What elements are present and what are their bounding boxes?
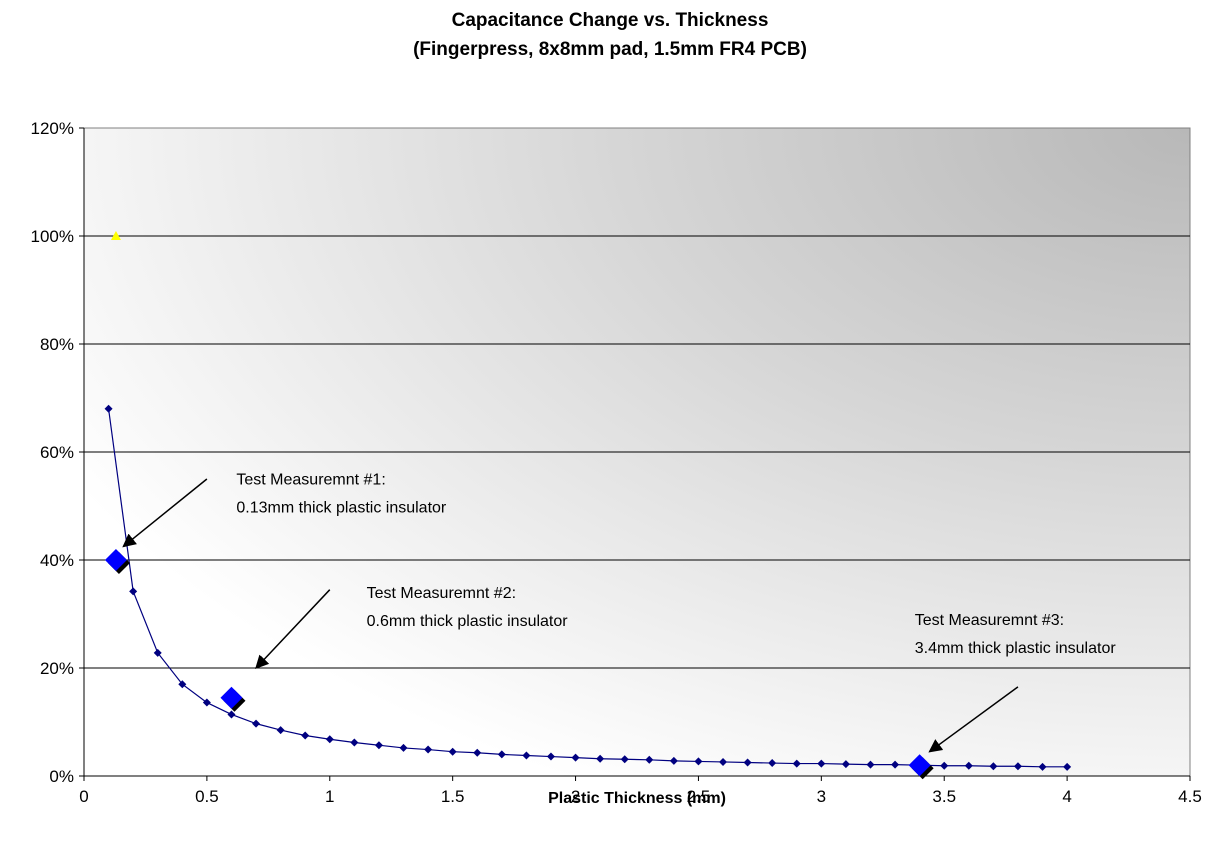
data-point <box>964 761 973 770</box>
annotations: Test Measuremnt #1: 0.13mm thick plastic … <box>122 471 1117 753</box>
data-point <box>817 759 826 768</box>
x-tick-labels: 0 0.5 1 1.5 2 2.5 3 3.5 4 4.5 <box>79 787 1202 806</box>
axes <box>79 127 1191 781</box>
annotation-arrow <box>255 589 331 669</box>
y-tick-label: 100% <box>31 227 74 246</box>
y-tick-label: 80% <box>40 335 74 354</box>
x-tick-label: 4.5 <box>1178 787 1202 806</box>
y-tick-labels: 0% 20% 40% 60% 80% 100% 120% <box>31 119 74 786</box>
data-point <box>104 404 113 413</box>
data-point <box>1013 762 1022 771</box>
reference-point <box>110 231 121 240</box>
data-point <box>1063 762 1072 771</box>
x-tick-label: 3 <box>817 787 826 806</box>
data-point <box>276 726 285 735</box>
annotation-line-1: Test Measuremnt #3: <box>915 612 1064 629</box>
data-point <box>866 760 875 769</box>
annotation-arrow <box>122 478 208 548</box>
annotation-line-2: 0.13mm thick plastic insulator <box>236 499 447 516</box>
data-point <box>202 698 211 707</box>
data-point <box>153 648 162 657</box>
data-point <box>669 756 678 765</box>
data-point <box>129 587 138 596</box>
annotation-arrow <box>928 686 1019 753</box>
data-point <box>596 754 605 763</box>
data-point <box>522 751 531 760</box>
x-tick-label: 2 <box>571 787 580 806</box>
y-tick-label: 20% <box>40 659 74 678</box>
data-point <box>645 755 654 764</box>
data-point <box>424 745 433 754</box>
data-point <box>989 762 998 771</box>
data-point <box>399 743 408 752</box>
annotation-line-1: Test Measuremnt #1: <box>236 471 385 488</box>
annotation-line-2: 0.6mm thick plastic insulator <box>367 613 569 630</box>
data-point <box>940 761 949 770</box>
measurement-marker <box>220 686 243 709</box>
annotation-line-1: Test Measuremnt #2: <box>367 585 516 602</box>
x-tick-label: 3.5 <box>932 787 956 806</box>
x-tick-label: 0.5 <box>195 787 219 806</box>
data-point <box>473 748 482 757</box>
data-point <box>227 710 236 719</box>
data-point <box>768 759 777 768</box>
series-line <box>107 408 1068 768</box>
x-tick-label: 1.5 <box>441 787 465 806</box>
data-point <box>350 738 359 747</box>
data-point <box>374 741 383 750</box>
x-axis-label: Plastic Thickness (mm) <box>548 790 726 807</box>
y-tick-label: 40% <box>40 551 74 570</box>
data-point <box>743 758 752 767</box>
chart-title-block: Capacitance Change vs. Thickness (Finger… <box>0 6 1220 64</box>
data-point <box>719 757 728 766</box>
y-tick-label: 0% <box>49 767 74 786</box>
chart-title: Capacitance Change vs. Thickness <box>451 10 769 31</box>
data-point <box>792 759 801 768</box>
data-point <box>891 760 900 769</box>
chart-subtitle: (Fingerpress, 8x8mm pad, 1.5mm FR4 PCB) <box>413 39 807 60</box>
data-point <box>1038 762 1047 771</box>
x-tick-label: 4 <box>1062 787 1071 806</box>
y-tick-label: 60% <box>40 443 74 462</box>
data-point <box>252 719 261 728</box>
x-tick-label: 2.5 <box>687 787 711 806</box>
data-point <box>841 760 850 769</box>
data-series <box>104 231 1072 780</box>
x-tick-label: 0 <box>79 787 88 806</box>
measurement-marker <box>104 549 127 571</box>
data-point <box>497 750 506 759</box>
data-point <box>301 731 310 740</box>
annotation-line-2: 3.4mm thick plastic insulator <box>915 640 1117 657</box>
data-point <box>178 680 187 689</box>
data-point <box>448 747 457 756</box>
data-point <box>325 735 334 744</box>
y-tick-label: 120% <box>31 119 74 138</box>
data-point <box>571 753 580 762</box>
measurement-marker <box>908 754 931 777</box>
data-point <box>694 757 703 766</box>
x-tick-label: 1 <box>325 787 334 806</box>
data-point <box>620 755 629 764</box>
data-point <box>546 752 555 761</box>
